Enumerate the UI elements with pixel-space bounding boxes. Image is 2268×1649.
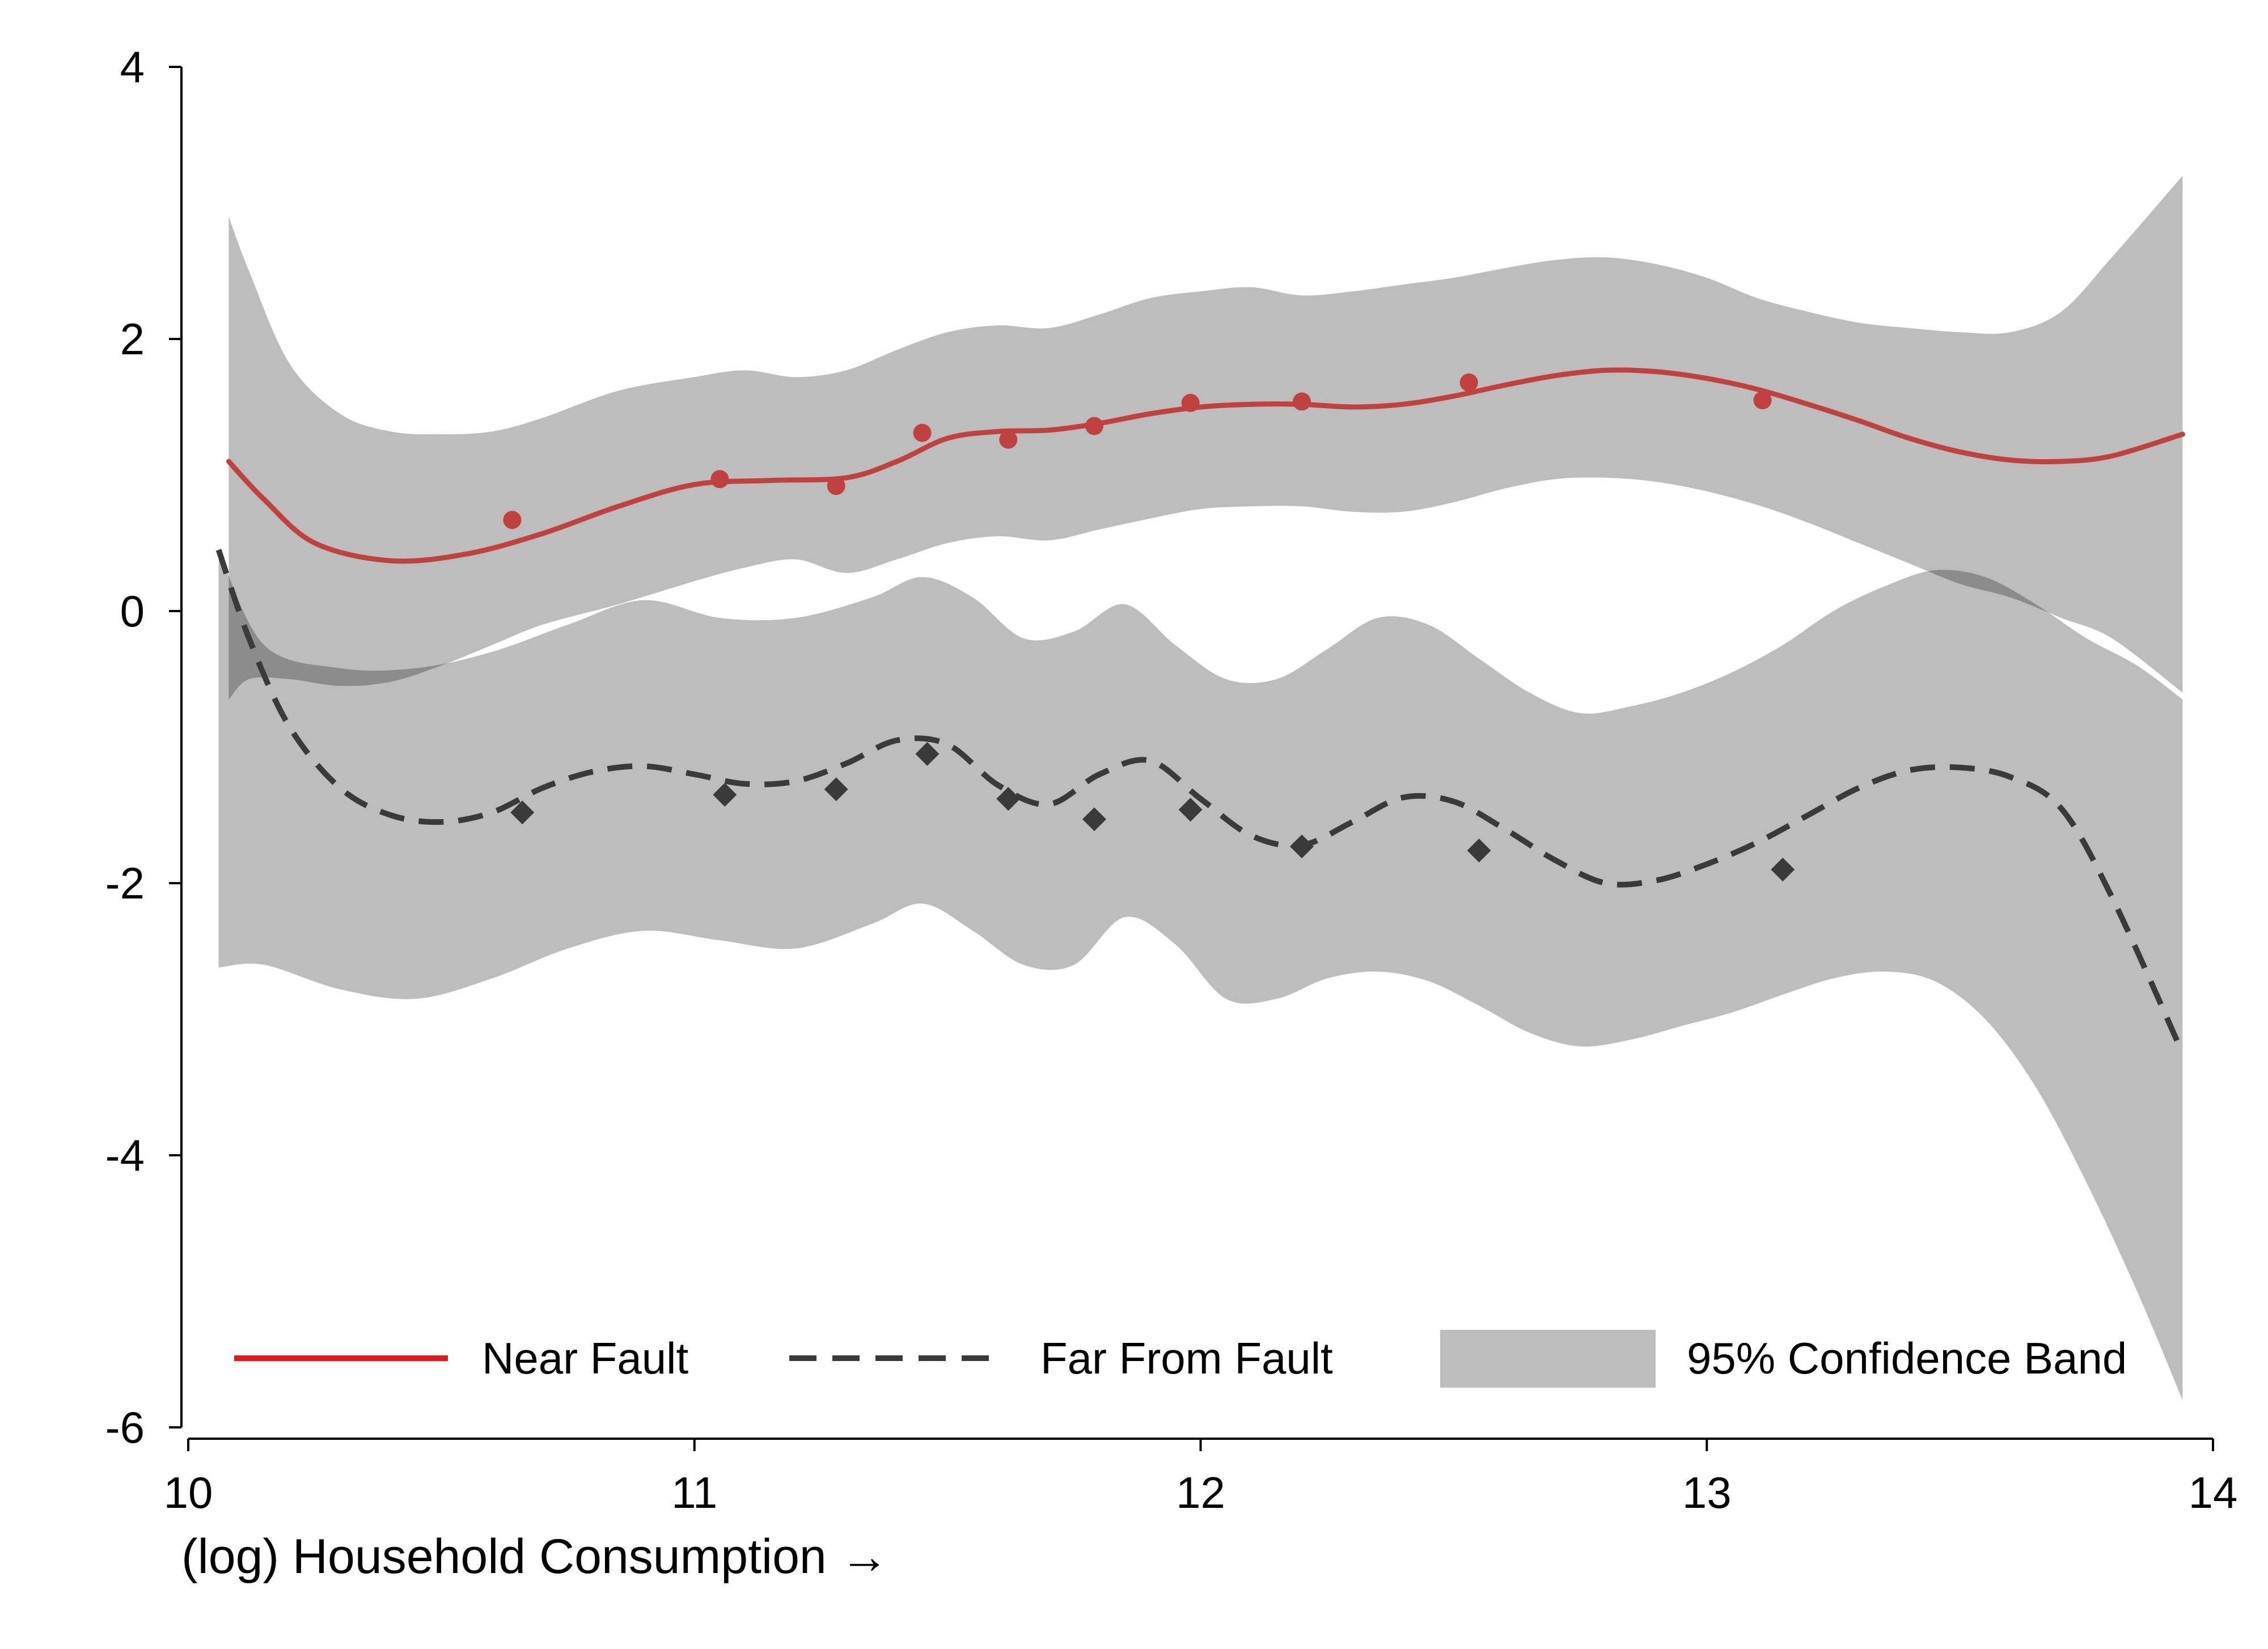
near-fault-point: [999, 430, 1018, 449]
legend-near-fault-label: Near Fault: [482, 1333, 688, 1383]
far-from-fault-point: [510, 800, 535, 825]
x-tick-label: 14: [2189, 1468, 2238, 1517]
near-fault-line: [226, 367, 2185, 564]
near-fault-point: [1753, 391, 1772, 409]
fit-lines: [215, 367, 2185, 1055]
x-tick-label: 11: [671, 1468, 717, 1517]
x-tick-label: 12: [1176, 1468, 1225, 1517]
y-tick-label: 2: [120, 314, 145, 364]
far-from-fault-point: [713, 783, 737, 807]
legend-far-from-fault-label: Far From Fault: [1040, 1333, 1333, 1383]
y-tick-label: -4: [105, 1130, 145, 1180]
near-fault-point: [1459, 373, 1478, 392]
near-fault-point: [710, 470, 729, 489]
confidence-bands: [218, 176, 2183, 1400]
y-ticks: 4 2 0 -2 -4 -6: [105, 42, 181, 1452]
far-from-fault-point: [1467, 838, 1491, 863]
near-fault-point: [503, 511, 522, 529]
far-from-fault-point: [1290, 834, 1314, 859]
x-axis: 10 11 12 13 14 (log) Household Consumption →: [164, 1438, 2238, 1584]
data-points: [503, 373, 1795, 881]
far-band-area: [218, 550, 2183, 1400]
legend-confidence-band-swatch: [1440, 1330, 1656, 1388]
x-tick-label: 13: [1682, 1468, 1732, 1517]
y-tick-label: 0: [120, 586, 145, 636]
legend: Near Fault Far From Fault 95% Confidence…: [234, 1330, 2127, 1388]
far-from-fault-point: [915, 742, 940, 766]
near-band-area: [229, 176, 2183, 700]
near-fault-point: [827, 477, 845, 495]
x-axis-title: (log) Household Consumption →: [181, 1529, 889, 1584]
far-from-fault-point: [996, 787, 1021, 811]
legend-confidence-band-label: 95% Confidence Band: [1687, 1333, 2127, 1383]
y-tick-label: -2: [105, 858, 145, 908]
far-from-fault-point: [824, 777, 848, 802]
plot-area: [215, 176, 2185, 1400]
near-fault-point: [913, 423, 932, 442]
x-ticks: 10 11 12 13 14: [164, 1439, 2238, 1517]
near-fault-point: [1181, 393, 1200, 412]
far-from-fault-point: [1082, 807, 1106, 832]
near-fault-point: [1293, 392, 1311, 411]
near-fault-point: [1085, 417, 1103, 435]
y-axis: 4 2 0 -2 -4 -6: [105, 42, 183, 1452]
far-from-fault-point: [1178, 798, 1203, 822]
y-tick-label: 4: [120, 42, 145, 92]
y-tick-label: -6: [105, 1402, 145, 1452]
x-tick-label: 10: [164, 1468, 213, 1517]
far-from-fault-point: [1771, 858, 1795, 881]
